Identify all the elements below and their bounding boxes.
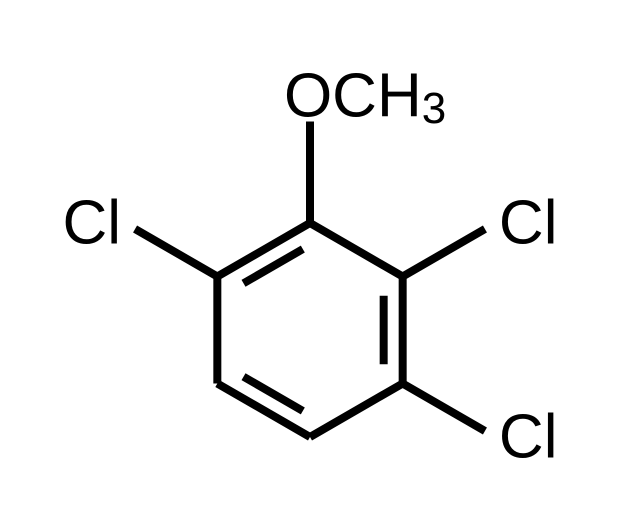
bond-to-cl-upper-right [403,229,485,277]
atom-och3: OCH3 [284,61,446,132]
bond-to-cl-lower-right [403,384,485,432]
bond-to-cl-left [135,229,217,277]
atom-cl-lower-right: Cl [499,403,558,472]
molecule-diagram: Cl Cl Cl OCH3 [0,0,640,518]
ring-bond [310,223,403,277]
atom-cl-upper-right: Cl [499,189,558,258]
ring-bond [310,384,403,438]
atom-cl-left: Cl [63,189,122,258]
